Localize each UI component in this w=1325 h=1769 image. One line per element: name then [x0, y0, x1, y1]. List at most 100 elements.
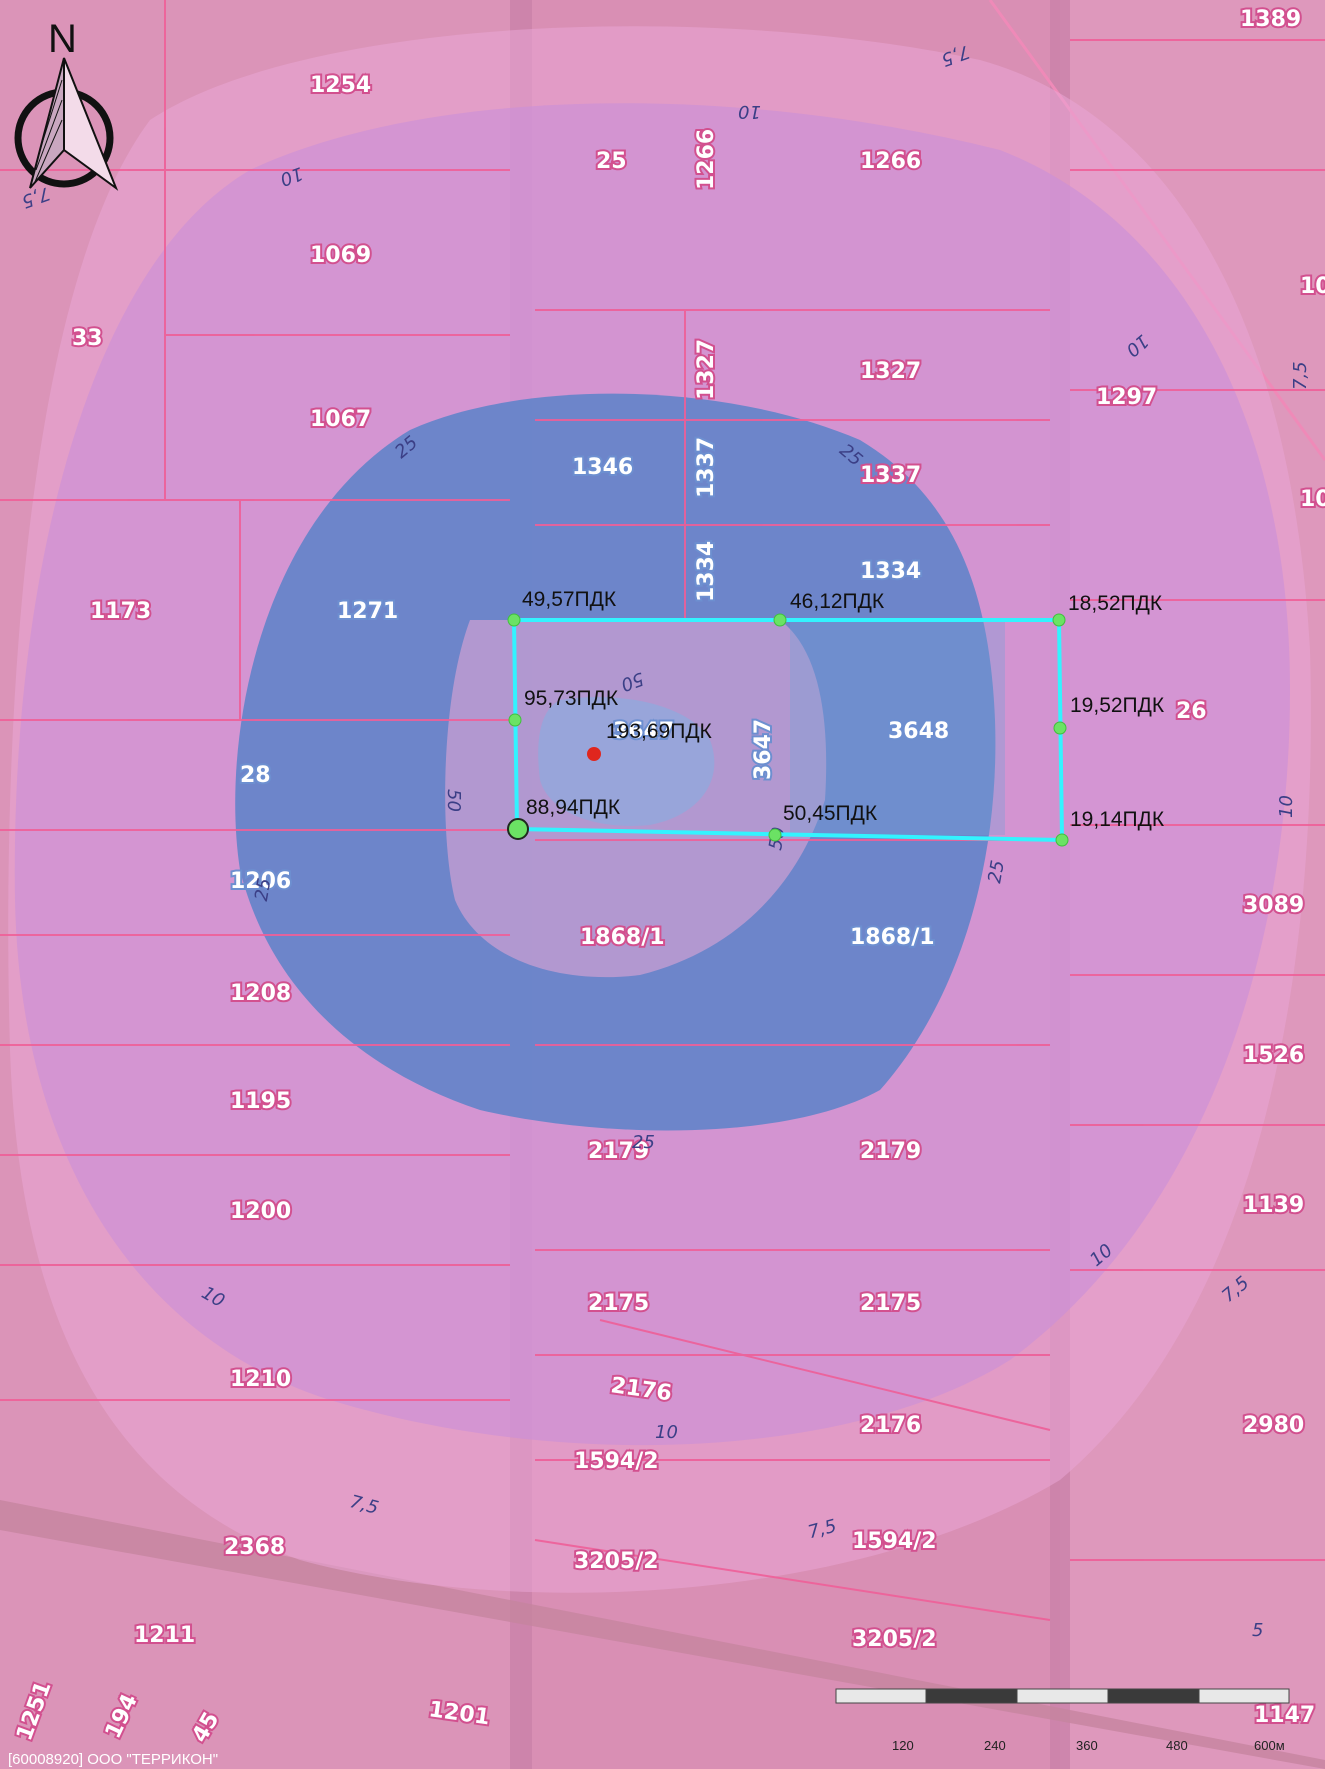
parcel-label: 1337	[860, 463, 921, 488]
parcel-label: 2368	[224, 1535, 285, 1560]
scale-segment	[925, 1688, 1018, 1704]
measurement-label: 18,52ПДК	[1068, 592, 1163, 615]
parcel-label: 1067	[310, 407, 371, 432]
parcel-label: 1206	[230, 869, 291, 894]
parcel-label: 3205/2	[852, 1627, 937, 1652]
control-point[interactable]	[1053, 721, 1067, 735]
parcel-label: 10	[1300, 487, 1325, 512]
parcel-label: 1200	[230, 1199, 291, 1224]
parcel-label: 2175	[860, 1291, 921, 1316]
control-points	[507, 613, 1069, 847]
measurement-label: 88,94ПДК	[526, 796, 621, 819]
scale-segment	[1107, 1688, 1200, 1704]
parcel-label: 1346	[572, 455, 633, 480]
parcel-label: 1173	[90, 599, 151, 624]
measurement-label: 19,14ПДК	[1070, 808, 1165, 831]
parcel-label: 1594/2	[852, 1529, 937, 1554]
isoline-label: 10	[738, 101, 761, 122]
footer-caption: [60008920] ООО "ТЕРРИКОН"	[8, 1751, 218, 1768]
measurement-label: 50,45ПДК	[783, 802, 878, 825]
compass-hatch	[39, 79, 63, 151]
parcel-label: 25	[596, 149, 627, 174]
parcel-label: 1327	[694, 339, 719, 400]
parcel-label: 1211	[134, 1623, 195, 1648]
parcel-label: 26	[1176, 699, 1207, 724]
measurement-label: 193,69ПДК	[606, 720, 713, 743]
control-point[interactable]	[1055, 833, 1069, 847]
parcel-label: 3647	[613, 719, 674, 744]
parcel-label: 1210	[230, 1367, 291, 1392]
scale-label: 600м	[1254, 1738, 1285, 1753]
parcel-label: 3648	[888, 719, 949, 744]
source-point[interactable]	[587, 747, 601, 761]
parcel-label: 1327	[860, 359, 921, 384]
isoline-label: 25	[251, 877, 276, 903]
parcel-label: 1266	[860, 149, 921, 174]
parcel-label: 1594/2	[574, 1449, 659, 1474]
scale-label: 480	[1166, 1738, 1188, 1753]
parcel-label: 1069	[310, 243, 371, 268]
parcel-label: 33	[72, 326, 103, 351]
scale-bar: 120 240 360 480 600м	[835, 1688, 1290, 1753]
scale-segment	[1198, 1688, 1290, 1704]
control-point[interactable]	[773, 613, 787, 627]
scale-segment	[835, 1688, 927, 1704]
parcel-label: 1868/1	[850, 925, 935, 950]
isoline-label: 25	[984, 859, 1009, 885]
parcel-label: 3647	[751, 719, 776, 780]
parcel-label: 1334	[860, 559, 921, 584]
parcel-label: 1271	[337, 599, 398, 624]
control-point[interactable]	[768, 828, 782, 842]
measurement-label: 19,52ПДК	[1070, 694, 1165, 717]
parcel-label: 1334	[694, 541, 719, 602]
parcel-label: 1868/1	[580, 925, 665, 950]
parcel-label: 1254	[310, 73, 371, 98]
parcel-label: 2179	[860, 1139, 921, 1164]
isoline-label: 50	[443, 789, 464, 812]
scale-segment	[1016, 1688, 1109, 1704]
compass-needle-right	[63, 57, 119, 191]
parcel-label: 1389	[1240, 7, 1301, 32]
parcel-label: 1147	[1254, 1703, 1315, 1728]
isoline-label: 7,5	[1290, 361, 1311, 390]
parcel-label: 2179	[588, 1139, 649, 1164]
parcel-label: 1337	[694, 437, 719, 498]
parcel-label: 1208	[230, 981, 291, 1006]
control-point[interactable]	[507, 613, 521, 627]
parcel-label: 2980	[1243, 1413, 1304, 1438]
north-label: N	[48, 17, 77, 61]
parcel-label: 2175	[588, 1291, 649, 1316]
scale-label: 360	[1076, 1738, 1098, 1753]
zone-100	[538, 696, 715, 826]
isoline-label: 5	[1252, 1620, 1263, 1641]
parcel-label: 1139	[1243, 1193, 1304, 1218]
control-point[interactable]	[508, 713, 522, 727]
isoline-label: 10	[1276, 795, 1297, 818]
isoline-label: 10	[655, 1422, 678, 1443]
compass-hatch	[35, 99, 63, 171]
parcel-labels: 1254 1389 25 1266 1266 1069 33 1327 1327…	[10, 5, 1325, 1749]
measurement-label: 46,12ПДК	[790, 590, 885, 613]
compass-hatch	[33, 119, 63, 185]
parcel-label: 3089	[1243, 893, 1304, 918]
parcel-label: 1195	[230, 1089, 291, 1114]
parcel-label: 1526	[1243, 1043, 1304, 1068]
parcel-label: 10	[1300, 274, 1325, 299]
parcel-label: 1266	[694, 129, 719, 190]
parcel-label: 3205/2	[574, 1549, 659, 1574]
parcel-label: 2176	[860, 1413, 921, 1438]
scale-label: 120	[892, 1738, 914, 1753]
measurement-label: 95,73ПДК	[524, 687, 619, 710]
parcel-label: 1297	[1096, 385, 1157, 410]
parcel-label: 28	[240, 763, 271, 788]
parcel-boundaries	[0, 0, 1325, 1621]
scale-label: 240	[984, 1738, 1006, 1753]
north-arrow: N	[14, 17, 119, 191]
measurement-label: 49,57ПДК	[522, 588, 617, 611]
hatched-area	[790, 620, 1005, 835]
control-point[interactable]	[1052, 613, 1066, 627]
measurement-labels: 49,57ПДК 46,12ПДК 18,52ПДК 95,73ПДК 193,…	[522, 588, 1165, 831]
origin-point-marker[interactable]	[507, 818, 529, 840]
isoline-label: 25	[632, 1132, 655, 1153]
